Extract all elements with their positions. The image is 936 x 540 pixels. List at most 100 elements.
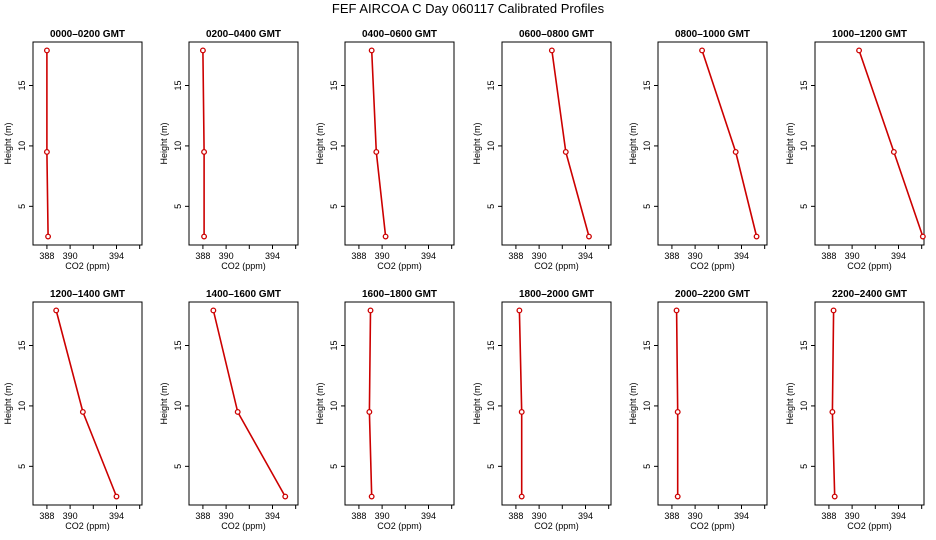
profile-point <box>210 307 217 314</box>
x-tick-label: 390 <box>63 511 78 521</box>
profile-line <box>46 50 49 237</box>
profile-point <box>53 307 60 314</box>
y-axis-label: Height (m) <box>3 382 13 424</box>
plot-frame <box>657 41 768 246</box>
y-tick-label: 15 <box>329 80 339 90</box>
profile-point <box>829 409 836 415</box>
panel-title: 0600–0800 GMT <box>519 29 594 40</box>
y-tick-label: 15 <box>486 340 496 350</box>
profile-point <box>830 307 837 314</box>
x-tick-label: 388 <box>351 511 366 521</box>
y-tick-label: 15 <box>799 340 809 350</box>
x-axis-label: CO2 (ppm) <box>847 261 892 271</box>
profile-point <box>674 409 681 415</box>
profile-point <box>518 493 525 500</box>
profile-line <box>55 310 118 497</box>
x-tick-label: 388 <box>195 251 210 261</box>
y-tick-label: 10 <box>486 401 496 411</box>
panel-title: 0800–1000 GMT <box>675 29 750 40</box>
y-tick-label: 10 <box>486 141 496 151</box>
y-tick-label: 5 <box>799 204 809 209</box>
profile-point <box>673 307 680 314</box>
y-tick-label: 15 <box>173 80 183 90</box>
y-tick-label: 10 <box>799 401 809 411</box>
x-tick-label: 394 <box>578 251 593 261</box>
y-tick-label: 5 <box>486 204 496 209</box>
profile-point <box>586 233 592 240</box>
x-tick-label: 388 <box>821 511 836 521</box>
y-tick-label: 10 <box>173 401 183 411</box>
profile-line <box>518 310 523 497</box>
x-tick-label: 388 <box>39 511 54 521</box>
x-tick-label: 390 <box>532 511 547 521</box>
y-tick-label: 15 <box>799 80 809 90</box>
profile-point <box>43 149 50 155</box>
y-tick-label: 5 <box>173 204 183 209</box>
x-tick-label: 388 <box>508 251 523 261</box>
x-axis-label: CO2 (ppm) <box>377 521 422 531</box>
x-tick-label: 390 <box>532 251 547 261</box>
profile-point <box>699 47 706 54</box>
panel-title: 1800–2000 GMT <box>519 289 594 300</box>
plot-frame <box>344 41 455 246</box>
x-axis-label: CO2 (ppm) <box>377 261 422 271</box>
x-tick-label: 388 <box>664 251 679 261</box>
y-axis-label: Height (m) <box>315 382 325 424</box>
y-tick-label: 10 <box>17 141 27 151</box>
y-axis-label: Height (m) <box>628 382 638 424</box>
profile-point <box>79 409 86 415</box>
x-axis-label: CO2 (ppm) <box>534 261 579 271</box>
panel-title: 1400–1600 GMT <box>206 289 281 300</box>
y-tick-label: 10 <box>642 141 652 151</box>
x-axis-label: CO2 (ppm) <box>221 261 266 271</box>
chart-title: FEF AIRCOA C Day 060117 Calibrated Profi… <box>331 1 605 16</box>
x-tick-label: 390 <box>375 511 390 521</box>
y-tick-label: 15 <box>329 340 339 350</box>
y-axis-label: Height (m) <box>785 122 795 164</box>
y-tick-label: 5 <box>329 204 339 209</box>
plot-frame <box>814 301 925 506</box>
panel-title: 1600–1800 GMT <box>362 289 437 300</box>
y-tick-label: 10 <box>173 141 183 151</box>
y-tick-label: 15 <box>642 340 652 350</box>
y-tick-label: 10 <box>799 141 809 151</box>
x-axis-label: CO2 (ppm) <box>65 521 110 531</box>
y-axis-label: Height (m) <box>315 122 325 164</box>
x-tick-label: 388 <box>664 511 679 521</box>
x-axis-label: CO2 (ppm) <box>847 521 892 531</box>
plot-frame <box>32 41 143 246</box>
y-tick-label: 10 <box>642 401 652 411</box>
profile-point <box>234 409 241 415</box>
x-tick-label: 388 <box>351 251 366 261</box>
profile-point <box>516 307 523 314</box>
profile-line <box>858 50 924 237</box>
y-tick-label: 15 <box>486 80 496 90</box>
panel-title: 1200–1400 GMT <box>50 289 125 300</box>
y-tick-label: 10 <box>17 401 27 411</box>
x-tick-label: 388 <box>508 511 523 521</box>
x-axis-label: CO2 (ppm) <box>690 521 735 531</box>
x-tick-label: 394 <box>891 251 906 261</box>
y-tick-label: 5 <box>173 464 183 469</box>
x-tick-label: 388 <box>195 511 210 521</box>
plot-frame <box>344 301 455 506</box>
profile-point <box>919 233 926 240</box>
profile-point <box>201 149 208 155</box>
x-tick-label: 394 <box>109 251 124 261</box>
x-tick-label: 390 <box>219 511 234 521</box>
y-tick-label: 5 <box>329 464 339 469</box>
y-axis-label: Height (m) <box>159 382 169 424</box>
y-axis-label: Height (m) <box>472 382 482 424</box>
profile-point <box>43 47 50 54</box>
y-tick-label: 5 <box>17 204 27 209</box>
x-tick-label: 388 <box>39 251 54 261</box>
